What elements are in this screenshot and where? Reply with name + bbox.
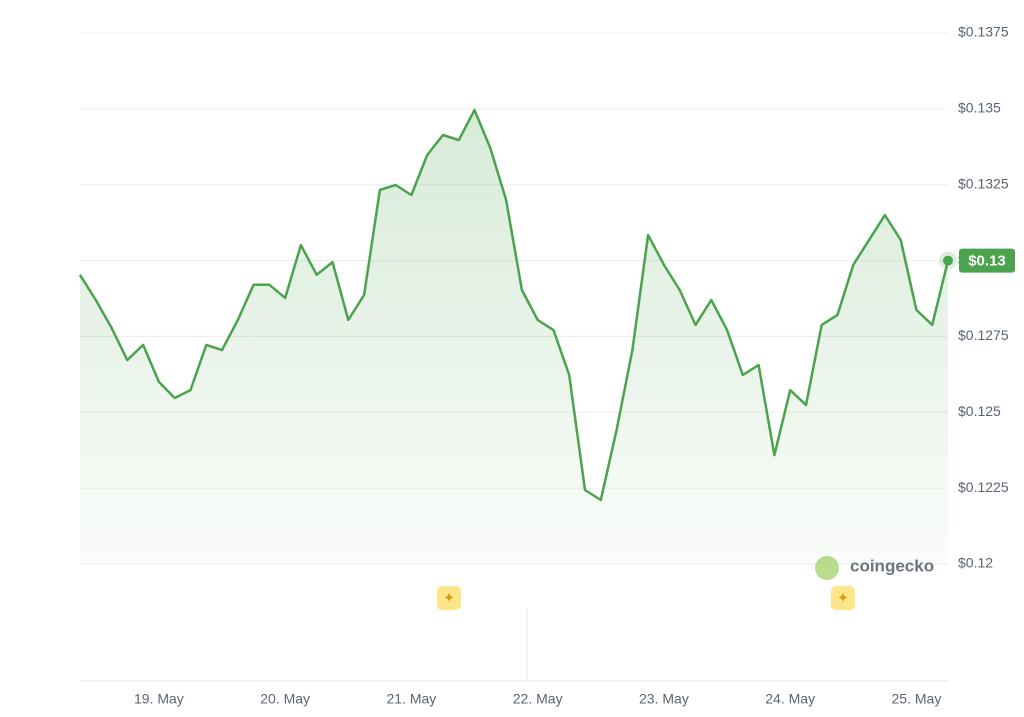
price-line — [78, 108, 950, 502]
x-tick-label: 23. May — [639, 691, 689, 707]
y-tick-label: $0.1325 — [958, 175, 1009, 191]
x-tick-label: 22. May — [513, 691, 563, 707]
last-point — [943, 255, 953, 266]
price-label: $0.13 — [968, 253, 1006, 270]
x-tick-label: 24. May — [765, 691, 815, 707]
y-tick-label: $0.1225 — [958, 479, 1009, 495]
y-tick-label: $0.135 — [958, 100, 1001, 116]
event-marker[interactable]: ✦ — [437, 586, 461, 610]
area — [80, 110, 948, 564]
y-tick-label: $0.1375 — [958, 24, 1009, 40]
x-tick-label: 20. May — [260, 691, 310, 707]
y-tick-label: $0.125 — [958, 403, 1001, 419]
y-tick-label: $0.1275 — [958, 327, 1009, 343]
x-tick-label: 19. May — [134, 691, 184, 707]
svg-text:✦: ✦ — [443, 590, 455, 606]
x-tick-label: 25. May — [892, 691, 942, 707]
x-tick-label: 21. May — [387, 691, 437, 707]
svg-text:✦: ✦ — [837, 590, 849, 606]
price-badge — [959, 248, 1015, 273]
y-tick-label: $0.12 — [958, 555, 993, 571]
event-marker[interactable]: ✦ — [831, 586, 855, 610]
